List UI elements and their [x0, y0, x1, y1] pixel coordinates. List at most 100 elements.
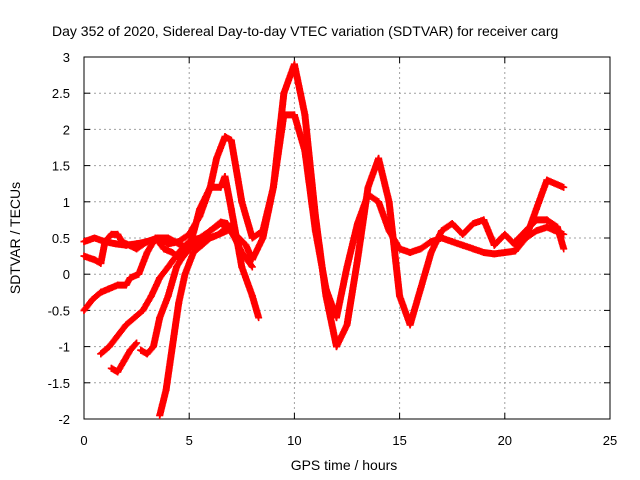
data-point [322, 292, 330, 300]
data-point [343, 321, 351, 329]
data-point [490, 241, 498, 249]
data-point [196, 205, 204, 213]
data-point [332, 343, 340, 351]
data-point [198, 241, 206, 249]
data-point [80, 238, 88, 246]
series-s5 [107, 339, 141, 376]
data-point [114, 281, 122, 289]
data-point [97, 350, 105, 358]
data-point [206, 227, 214, 235]
data-point [114, 368, 122, 376]
data-point [343, 263, 351, 271]
data-point [189, 238, 197, 246]
data-point [215, 230, 223, 238]
data-point [480, 216, 488, 224]
data-point [152, 234, 160, 242]
series-s4 [97, 220, 256, 358]
data-point [156, 274, 164, 282]
y-tick-label: 1.5 [52, 159, 70, 174]
data-point [133, 245, 141, 253]
data-point [480, 248, 488, 256]
data-point [105, 343, 113, 351]
data-point [198, 234, 206, 242]
data-point [217, 220, 225, 228]
data-point [137, 346, 145, 354]
data-point [560, 183, 568, 191]
data-point [532, 205, 540, 213]
series-s7 [156, 223, 239, 419]
data-point [269, 183, 277, 191]
data-point [221, 172, 229, 180]
data-point [522, 234, 530, 242]
data-point [406, 248, 414, 256]
data-point [248, 234, 256, 242]
data-point [143, 238, 151, 246]
data-point [122, 281, 130, 289]
data-point [532, 216, 540, 224]
data-point [459, 230, 467, 238]
data-point [91, 234, 99, 242]
y-tick-label: 1 [63, 195, 70, 210]
data-point [227, 205, 235, 213]
data-point [181, 248, 189, 256]
data-point [126, 274, 134, 282]
y-tick-label: 2 [63, 122, 70, 137]
data-point [543, 176, 551, 184]
data-point [417, 245, 425, 253]
data-point [406, 321, 414, 329]
data-point [238, 263, 246, 271]
data-point [217, 183, 225, 191]
data-point [223, 223, 231, 231]
y-tick-label: 3 [63, 50, 70, 65]
data-point [156, 411, 164, 419]
data-point [290, 60, 298, 68]
series-s8 [511, 216, 568, 253]
data-point [206, 183, 214, 191]
data-point [543, 216, 551, 224]
data-point [143, 248, 151, 256]
data-point [160, 245, 168, 253]
data-point [80, 252, 88, 260]
data-point [438, 227, 446, 235]
data-point [469, 220, 477, 228]
data-point [459, 241, 467, 249]
data-point [553, 223, 561, 231]
data-series [80, 60, 568, 419]
data-point [143, 350, 151, 358]
data-point [448, 220, 456, 228]
data-point [126, 346, 134, 354]
data-point [149, 343, 157, 351]
data-point [248, 292, 256, 300]
data-point [238, 198, 246, 206]
y-tick-label: -1 [58, 340, 70, 355]
data-point [213, 154, 221, 162]
data-point [490, 250, 498, 258]
data-point [112, 240, 120, 248]
data-point [162, 386, 170, 394]
data-point [522, 227, 530, 235]
data-point [501, 248, 509, 256]
data-point [242, 241, 250, 249]
data-point [164, 240, 172, 248]
data-point [101, 238, 109, 246]
x-tick-label: 10 [287, 433, 301, 448]
data-point [560, 245, 568, 253]
data-point [189, 248, 197, 256]
data-point [175, 248, 183, 256]
data-point [181, 270, 189, 278]
data-point [114, 332, 122, 340]
data-point [469, 245, 477, 253]
data-point [147, 292, 155, 300]
data-point [417, 285, 425, 293]
data-point [139, 306, 147, 314]
data-point [173, 263, 181, 271]
data-point [107, 230, 115, 238]
data-point [532, 227, 540, 235]
data-point [427, 248, 435, 256]
data-point [156, 314, 164, 322]
y-tick-label: 2.5 [52, 86, 70, 101]
data-point [396, 292, 404, 300]
data-point [133, 339, 141, 347]
data-point [301, 111, 309, 119]
